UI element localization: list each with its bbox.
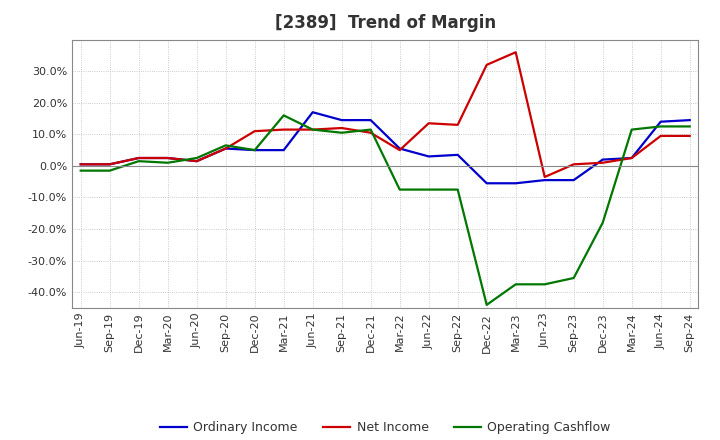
Operating Cashflow (511, 282, 520, 287)
Ordinary Income (570, 177, 578, 183)
Ordinary Income (105, 161, 114, 167)
Ordinary Income (424, 154, 433, 159)
Ordinary Income (366, 117, 375, 123)
Net Income (279, 127, 288, 132)
Ordinary Income (308, 110, 317, 115)
Ordinary Income (627, 155, 636, 161)
Operating Cashflow (570, 275, 578, 281)
Line: Ordinary Income: Ordinary Income (81, 112, 690, 183)
Net Income (135, 155, 143, 161)
Operating Cashflow (657, 124, 665, 129)
Title: [2389]  Trend of Margin: [2389] Trend of Margin (274, 15, 496, 33)
Operating Cashflow (598, 220, 607, 225)
Net Income (105, 161, 114, 167)
Net Income (251, 128, 259, 134)
Ordinary Income (454, 152, 462, 158)
Ordinary Income (395, 146, 404, 151)
Operating Cashflow (135, 158, 143, 164)
Operating Cashflow (541, 282, 549, 287)
Operating Cashflow (279, 113, 288, 118)
Ordinary Income (192, 158, 201, 164)
Ordinary Income (541, 177, 549, 183)
Ordinary Income (135, 155, 143, 161)
Net Income (598, 160, 607, 165)
Operating Cashflow (163, 160, 172, 165)
Operating Cashflow (685, 124, 694, 129)
Ordinary Income (251, 147, 259, 153)
Operating Cashflow (308, 127, 317, 132)
Operating Cashflow (482, 302, 491, 308)
Operating Cashflow (76, 168, 85, 173)
Operating Cashflow (251, 147, 259, 153)
Ordinary Income (76, 161, 85, 167)
Net Income (541, 174, 549, 180)
Net Income (482, 62, 491, 67)
Operating Cashflow (395, 187, 404, 192)
Net Income (424, 121, 433, 126)
Net Income (454, 122, 462, 128)
Net Income (395, 147, 404, 153)
Operating Cashflow (627, 127, 636, 132)
Net Income (308, 127, 317, 132)
Ordinary Income (482, 181, 491, 186)
Ordinary Income (221, 146, 230, 151)
Net Income (221, 146, 230, 151)
Operating Cashflow (192, 155, 201, 161)
Operating Cashflow (424, 187, 433, 192)
Ordinary Income (511, 181, 520, 186)
Line: Operating Cashflow: Operating Cashflow (81, 115, 690, 305)
Ordinary Income (163, 155, 172, 161)
Operating Cashflow (338, 130, 346, 136)
Ordinary Income (338, 117, 346, 123)
Net Income (627, 155, 636, 161)
Net Income (570, 161, 578, 167)
Net Income (163, 155, 172, 161)
Legend: Ordinary Income, Net Income, Operating Cashflow: Ordinary Income, Net Income, Operating C… (155, 416, 616, 439)
Ordinary Income (598, 157, 607, 162)
Ordinary Income (279, 147, 288, 153)
Net Income (338, 125, 346, 131)
Net Income (366, 130, 375, 136)
Net Income (685, 133, 694, 139)
Operating Cashflow (221, 143, 230, 148)
Operating Cashflow (105, 168, 114, 173)
Net Income (76, 161, 85, 167)
Ordinary Income (685, 117, 694, 123)
Operating Cashflow (366, 127, 375, 132)
Net Income (192, 158, 201, 164)
Operating Cashflow (454, 187, 462, 192)
Line: Net Income: Net Income (81, 52, 690, 177)
Net Income (511, 50, 520, 55)
Ordinary Income (657, 119, 665, 125)
Net Income (657, 133, 665, 139)
